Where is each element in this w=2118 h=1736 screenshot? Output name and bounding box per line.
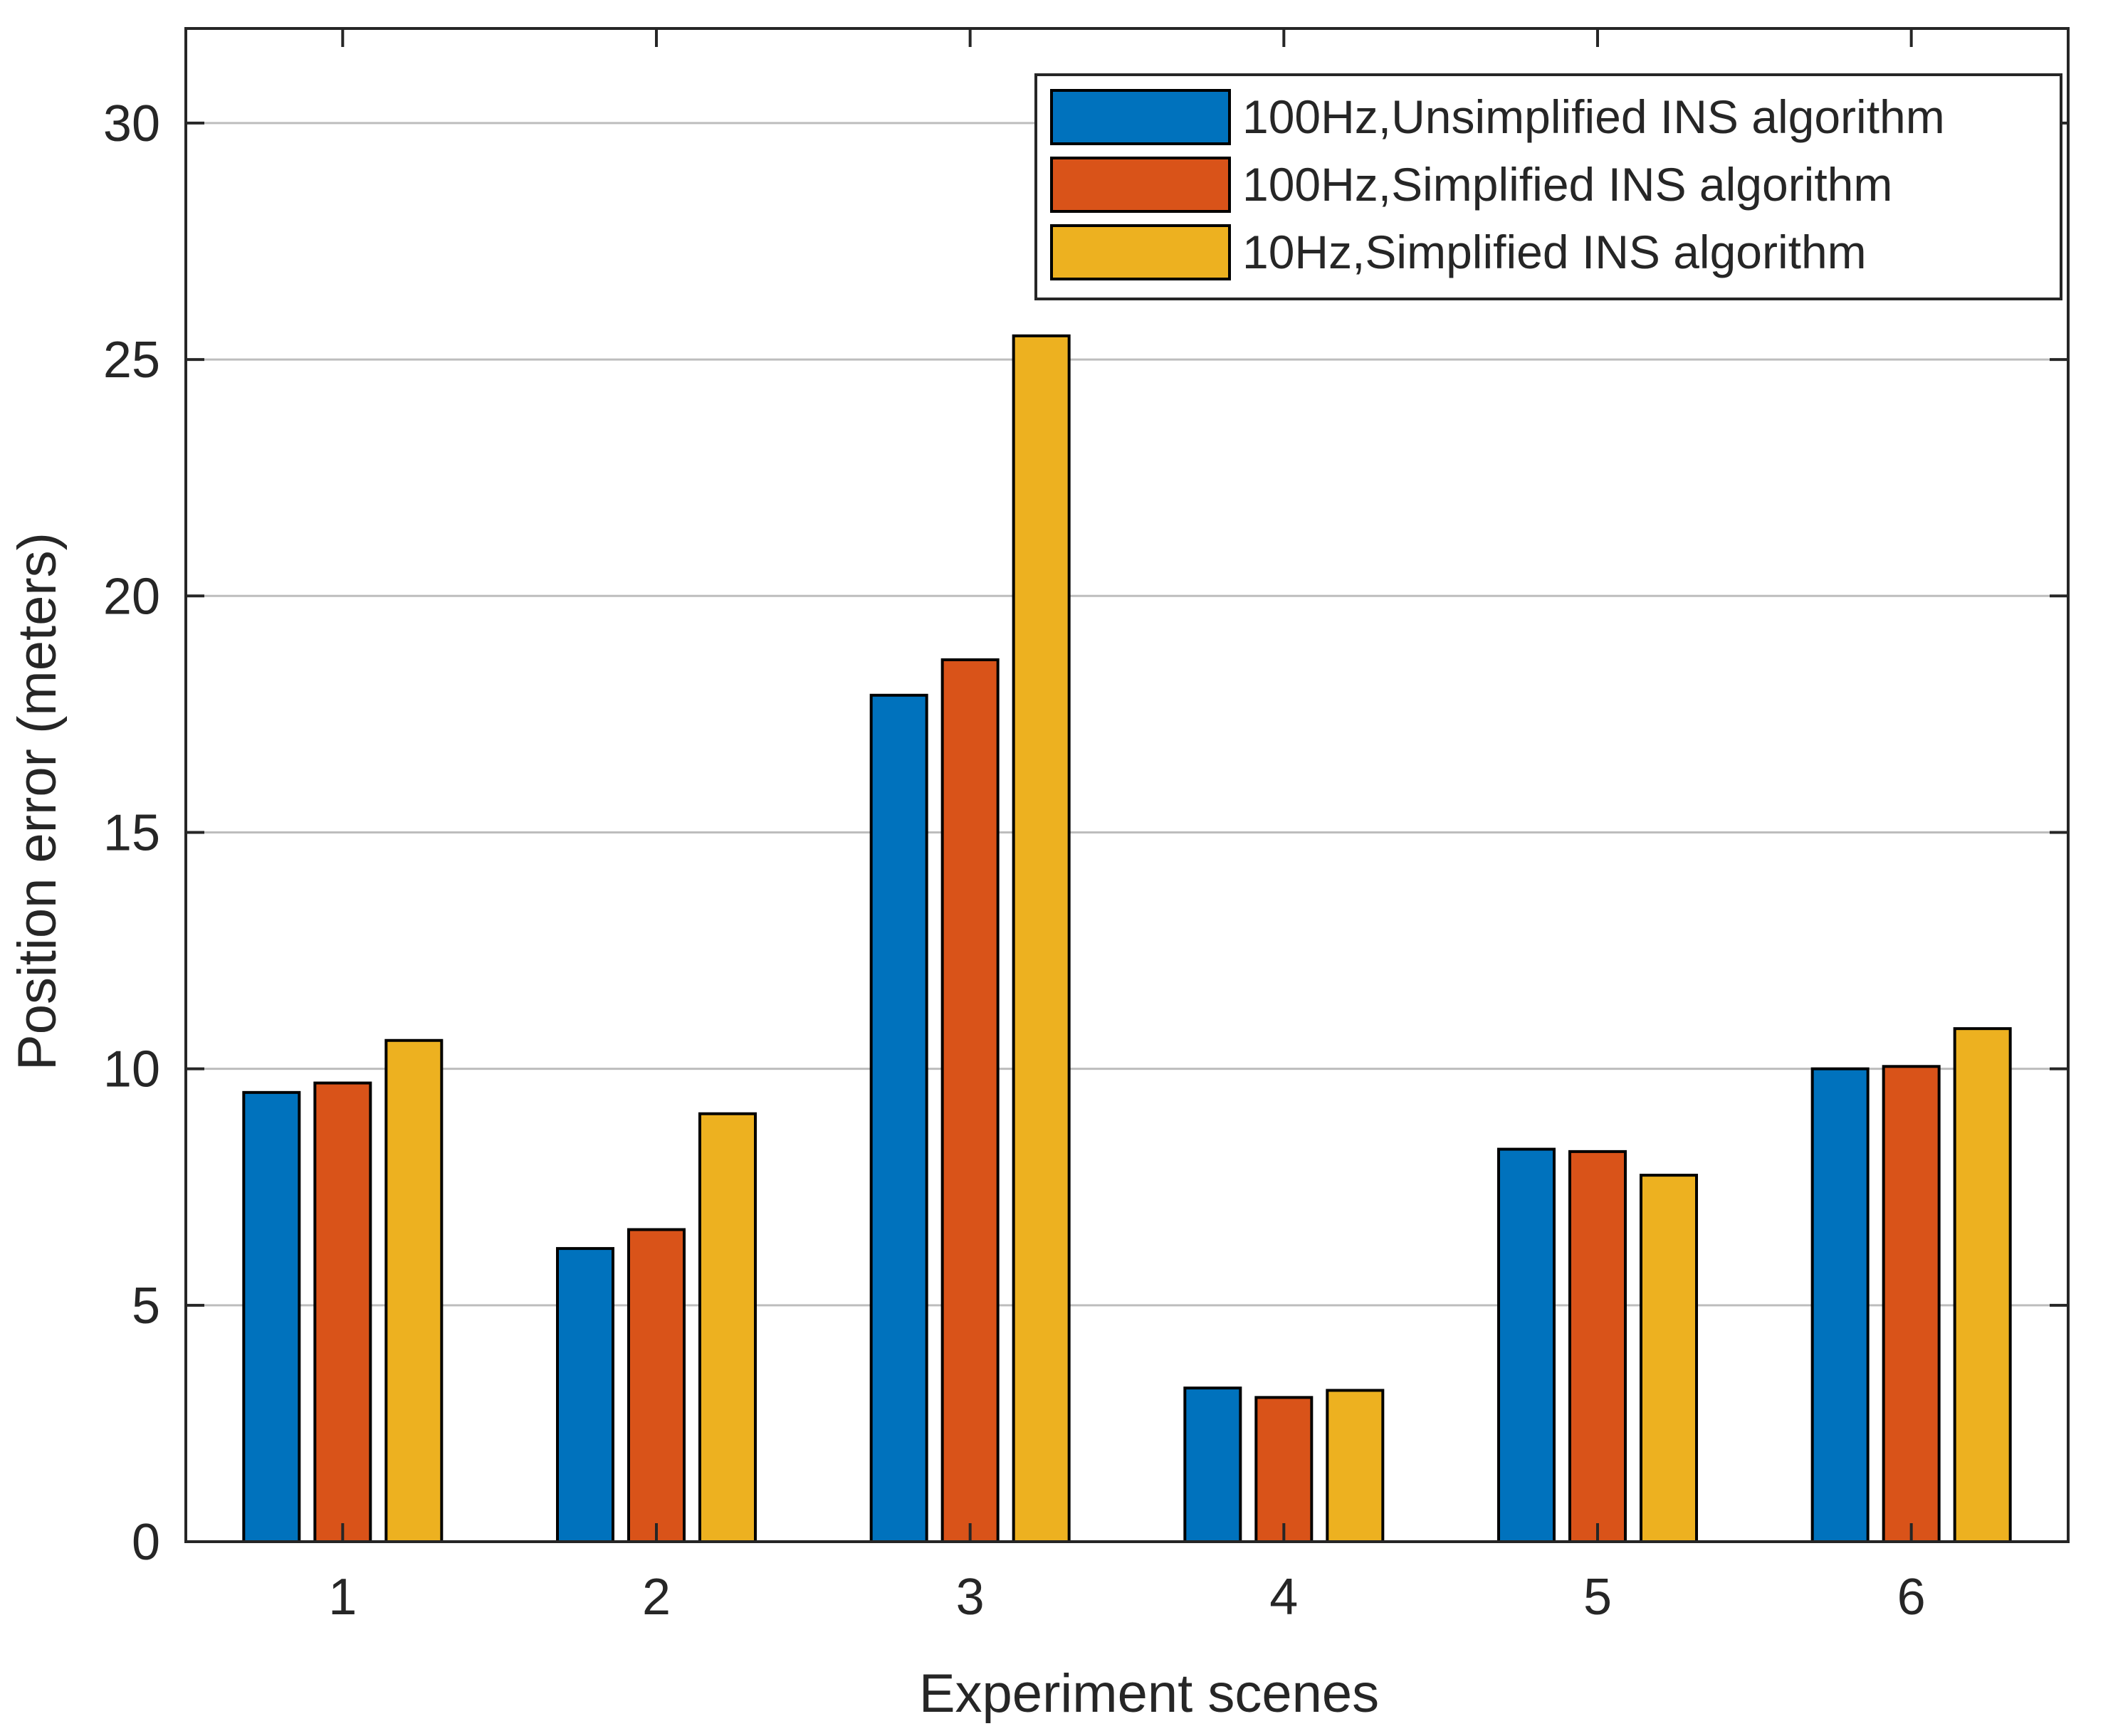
legend-swatch-2 — [1050, 157, 1231, 213]
bar-scene-3-series-2 — [940, 658, 1000, 1543]
bar-scene-4-series-2 — [1254, 1396, 1314, 1543]
y-axis-label: Position error (meters) — [7, 532, 68, 1070]
x-tick-label-3: 3 — [956, 1569, 985, 1626]
legend-label-1: 100Hz,Unsimplified INS algorithm — [1242, 90, 1945, 143]
bar-scene-3-series-3 — [1012, 334, 1071, 1543]
bar-scene-2-series-1 — [556, 1247, 614, 1544]
bar-scene-1-series-1 — [242, 1090, 301, 1543]
x-tick-label-5: 5 — [1583, 1569, 1612, 1626]
bar-scene-2-series-2 — [627, 1228, 686, 1543]
x-axis-label: Experiment scenes — [919, 1663, 1379, 1724]
x-tick-label-6: 6 — [1897, 1569, 1926, 1626]
x-tick-label-1: 1 — [328, 1569, 357, 1626]
y-tick-label-0: 0 — [132, 1514, 160, 1571]
bar-scene-6-series-1 — [1810, 1067, 1870, 1543]
bar-scene-2-series-3 — [698, 1112, 757, 1543]
bar-scene-6-series-2 — [1882, 1065, 1941, 1543]
bar-scene-5-series-1 — [1497, 1147, 1556, 1543]
axes-box — [184, 27, 2070, 1543]
bar-scene-6-series-3 — [1953, 1027, 2012, 1543]
bar-scene-5-series-2 — [1568, 1150, 1627, 1543]
bar-scene-4-series-1 — [1183, 1387, 1242, 1543]
bar-scene-1-series-3 — [384, 1038, 444, 1543]
y-tick-label-6: 30 — [103, 95, 160, 152]
y-tick-label-5: 25 — [103, 332, 160, 389]
bars — [242, 334, 2012, 1544]
x-tick-label-4: 4 — [1269, 1569, 1298, 1626]
bar-scene-3-series-1 — [869, 693, 928, 1543]
legend: 100Hz,Unsimplified INS algorithm 100Hz,Si… — [1034, 73, 2062, 300]
y-tick-label-4: 20 — [103, 568, 160, 625]
axes-frame — [184, 27, 2070, 1543]
x-axis-ticks: 1 2 3 4 5 6 — [328, 28, 1926, 1626]
legend-label-2: 100Hz,Simplified INS algorithm — [1242, 158, 1892, 211]
y-tick-label-1: 5 — [132, 1278, 160, 1335]
x-tick-label-2: 2 — [642, 1569, 671, 1626]
legend-swatch-3 — [1050, 224, 1231, 280]
bar-scene-5-series-3 — [1640, 1174, 1698, 1543]
y-tick-label-3: 15 — [103, 804, 160, 861]
legend-swatch-1 — [1050, 89, 1231, 145]
bar-scene-1-series-2 — [313, 1081, 372, 1543]
legend-label-3: 10Hz,Simplified INS algorithm — [1242, 226, 1867, 278]
y-tick-label-2: 10 — [103, 1041, 160, 1098]
bar-scene-4-series-3 — [1326, 1389, 1385, 1544]
